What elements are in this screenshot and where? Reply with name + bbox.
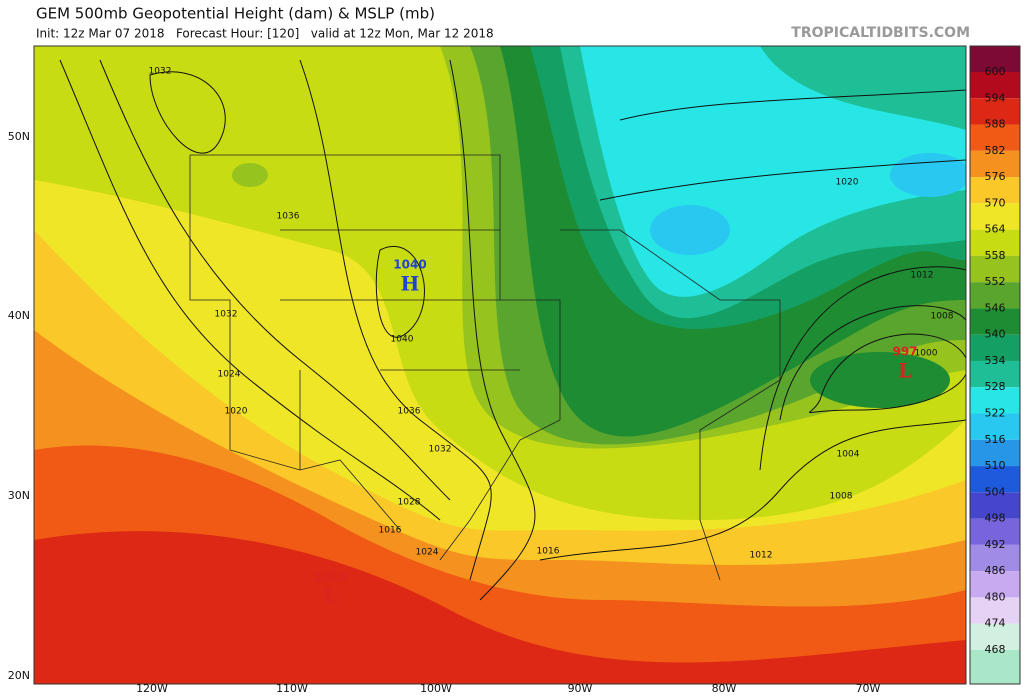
colorbar-label: 528 <box>985 380 1006 393</box>
colorbar-swatch <box>970 334 1020 361</box>
pressure-value: 1010 <box>313 571 346 585</box>
colorbar-swatch <box>970 72 1020 99</box>
pressure-symbol: L <box>323 584 337 608</box>
longitude-label: 90W <box>568 682 593 695</box>
colorbar-label: 600 <box>985 65 1006 78</box>
isobar-label: 1000 <box>915 349 938 359</box>
latitude-label: 30N <box>8 489 30 502</box>
isobar-label: 1016 <box>379 526 402 536</box>
colorbar-swatch <box>970 124 1020 151</box>
colorbar-swatch <box>970 98 1020 125</box>
colorbar-border <box>969 45 1021 685</box>
labels: 50N 40N 30N 20N 120W 110W 100W 90W 80W 70W 1032 103… <box>8 67 954 696</box>
isobar-label: 1008 <box>830 492 853 502</box>
colorbar-label: 570 <box>985 196 1006 209</box>
colorbar-swatch <box>970 413 1020 440</box>
colorbar-swatch <box>970 571 1020 598</box>
isobar-label: 1024 <box>218 370 241 380</box>
colorbar-swatch <box>970 623 1020 650</box>
colorbar-swatch <box>970 597 1020 624</box>
colorbar-label: 468 <box>985 643 1006 656</box>
isobar-label: 1020 <box>225 407 248 417</box>
colorbar-label: 474 <box>985 617 1006 630</box>
colorbar-swatch <box>970 255 1020 283</box>
isobar-label: 1012 <box>911 271 934 281</box>
latitude-label: 40N <box>8 309 30 322</box>
colorbar-label: 534 <box>985 354 1006 367</box>
colorbar-label: 564 <box>985 223 1006 236</box>
title: GEM 500mb Geopotential Height (dam) & MS… <box>36 5 435 23</box>
colorbar-label: 552 <box>985 275 1006 288</box>
pressure-value: 997 <box>892 345 917 359</box>
colorbar-label: 558 <box>985 249 1006 262</box>
isobar-label: 1024 <box>416 548 439 558</box>
colorbar-swatch <box>970 308 1020 335</box>
pressure-symbol: L <box>898 359 912 383</box>
colorbar-label: 522 <box>985 407 1006 420</box>
isobar-label: 1032 <box>149 67 172 77</box>
isobar-label: 1036 <box>277 212 300 222</box>
subtitle: Init: 12z Mar 07 2018 Forecast Hour: [12… <box>36 27 494 41</box>
longitude-label: 80W <box>712 682 737 695</box>
colorbar: 600 594 588 582 576 570 564 558 552 546 540 534 528 5… <box>969 45 1021 685</box>
colorbar-swatch <box>970 466 1020 493</box>
longitude-label: 110W <box>276 682 308 695</box>
colorbar-label: 546 <box>985 301 1006 314</box>
site-name: TROPICALTIDBITS.COM <box>791 25 970 41</box>
isobar-label: 1032 <box>429 445 452 455</box>
pressure-value: 1040 <box>393 258 426 272</box>
longitude-label: 100W <box>420 682 452 695</box>
colorbar-swatch <box>970 360 1020 388</box>
colorbar-label: 540 <box>985 328 1006 341</box>
isobar-label: 1008 <box>931 312 954 322</box>
colorbar-swatch <box>970 229 1020 256</box>
colorbar-swatch <box>970 387 1020 414</box>
colorbar-swatch <box>970 203 1020 230</box>
isobar-label: 1020 <box>836 178 859 188</box>
isobar-label: 1032 <box>215 310 238 320</box>
colorbar-swatch <box>970 649 1020 684</box>
colorbar-swatch <box>970 177 1020 204</box>
colorbar-label: 588 <box>985 118 1006 131</box>
colorbar-swatch <box>970 282 1020 309</box>
colorbar-swatch <box>970 150 1020 178</box>
colorbar-label: 480 <box>985 590 1006 603</box>
latitude-label: 20N <box>8 669 30 682</box>
colorbar-label: 492 <box>985 538 1006 551</box>
colorbar-label: 486 <box>985 564 1006 577</box>
colorbar-label: 594 <box>985 91 1006 104</box>
isobar-label: 1012 <box>750 551 773 561</box>
colorbar-label: 516 <box>985 433 1006 446</box>
colorbar-label: 498 <box>985 512 1006 525</box>
pressure-symbol: H <box>401 272 420 296</box>
isobar-label: 1040 <box>391 335 414 345</box>
colorbar-swatch <box>970 492 1020 519</box>
colorbar-swatch <box>970 439 1020 467</box>
colorbar-label: 582 <box>985 144 1006 157</box>
isobar-label: 1016 <box>537 547 560 557</box>
colorbar-label: 576 <box>985 170 1006 183</box>
colorbar-label: 510 <box>985 459 1006 472</box>
isobar-label: 1036 <box>398 407 421 417</box>
map <box>33 45 967 685</box>
longitude-label: 120W <box>136 682 168 695</box>
isobar-label: 1028 <box>398 498 421 508</box>
colorbar-swatch <box>970 46 1020 72</box>
longitude-label: 70W <box>856 682 881 695</box>
colorbar-swatch <box>970 544 1020 572</box>
isobar-label: 1004 <box>837 450 860 460</box>
latitude-label: 50N <box>8 130 30 143</box>
colorbar-swatch <box>970 518 1020 545</box>
colorbar-label: 504 <box>985 485 1006 498</box>
